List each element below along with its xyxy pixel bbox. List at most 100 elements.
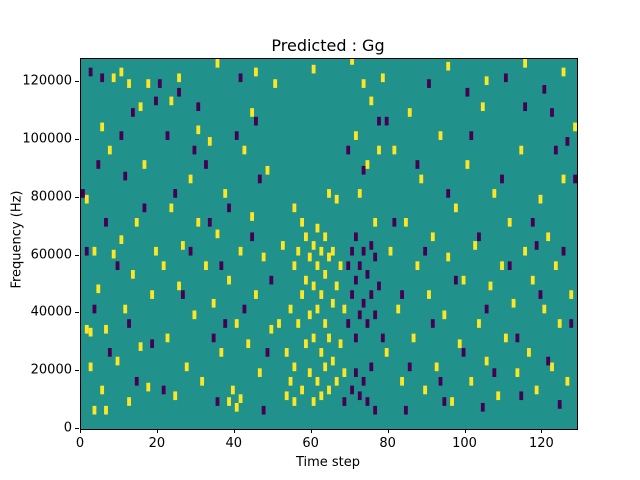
heatmap-cell [142,160,147,169]
heatmap-cell [204,160,208,169]
heatmap-cell [311,64,316,74]
heatmap-cell [327,252,331,262]
heatmap-cell [530,275,535,285]
heatmap-cell [484,76,489,86]
heatmap-cell [569,290,574,299]
heatmap-cell [196,125,201,135]
heatmap-cell [234,402,239,412]
y-tick-mark [75,254,79,256]
heatmap-cell [573,174,577,184]
heatmap-cell [257,368,262,377]
heatmap-cell [319,348,324,357]
y-tick-mark [75,428,79,429]
heatmap-cell [446,61,451,71]
x-tick-label: 60 [302,436,319,451]
heatmap-cell [238,246,243,256]
heatmap-cell [534,385,539,395]
heatmap-cell [338,339,343,349]
heatmap-cell [338,261,343,271]
heatmap-cell [573,122,577,132]
heatmap-cell [192,310,197,320]
heatmap-cell [480,402,485,412]
x-axis-label: Time step [295,455,361,470]
heatmap-cell [300,290,304,299]
x-tick-mark [80,429,81,433]
heatmap-cell [250,108,255,117]
heatmap-cell [242,304,247,314]
heatmap-cell [334,376,339,386]
heatmap-cell [553,261,558,271]
heatmap-cell [461,348,466,357]
heatmap-cell [280,241,285,250]
heatmap-cell [134,217,139,227]
heatmap-cell [342,304,347,314]
y-tick-mark [75,312,79,314]
heatmap-cell [288,376,293,386]
heatmap-cell [200,376,205,386]
heatmap-cell [165,131,170,140]
heatmap-cell [327,189,331,198]
heatmap-cell [353,275,358,285]
heatmap-cell [527,348,531,357]
heatmap-cell [361,246,366,256]
heatmap-cell [365,270,370,279]
heatmap-cell [215,59,220,68]
heatmap-cell [207,137,212,146]
heatmap-cell [238,73,243,83]
heatmap-cell [353,368,358,377]
heatmap-cell [104,405,108,415]
y-tick-label: 120000 [22,73,72,89]
heatmap-cell [396,304,401,314]
x-tick-mark [156,429,158,433]
heatmap-cell [561,67,566,77]
heatmap-cell [119,131,124,140]
heatmap-cell [315,261,320,271]
heatmap-cell [192,145,197,155]
heatmap-cell [223,319,228,328]
heatmap-cell [123,304,128,314]
heatmap-cell [273,79,278,88]
heatmap-cell [150,339,155,349]
heatmap-cell [434,362,439,372]
heatmap-cell [427,290,431,299]
heatmap-cell [480,102,485,112]
heatmap-cell [353,333,358,343]
heatmap-cell [130,270,135,279]
heatmap-cell [157,79,162,88]
plot-area [80,58,578,430]
heatmap-cell [254,67,258,77]
heatmap-cell [542,304,547,314]
heatmap-cell [92,246,97,256]
heatmap-cell [350,385,354,395]
heatmap-cell [330,298,335,308]
heatmap-cell [446,252,451,262]
heatmap-cell [511,298,516,308]
heatmap-cell [215,229,220,239]
heatmap [81,59,577,429]
heatmap-cell [161,261,166,271]
heatmap-cell [307,310,312,320]
heatmap-cell [115,261,120,271]
heatmap-cell [196,102,201,112]
heatmap-cell [557,319,562,328]
heatmap-cell [419,174,424,184]
heatmap-cell [115,356,120,366]
heatmap-cell [315,376,320,386]
heatmap-cell [407,108,412,117]
y-tick-mark [75,138,79,140]
heatmap-cell [519,391,524,401]
heatmap-cell [553,145,558,155]
heatmap-cell [165,333,170,343]
heatmap-cell [365,319,370,328]
heatmap-cell [361,298,366,308]
heatmap-cell [323,362,328,372]
heatmap-cell [234,131,239,140]
x-tick-mark [464,429,466,433]
heatmap-cell [500,174,504,184]
heatmap-cell [100,122,105,132]
heatmap-cell [242,145,247,155]
heatmap-cell [261,405,266,415]
heatmap-cell [81,189,85,198]
heatmap-cell [92,405,97,415]
heatmap-cell [269,324,274,334]
